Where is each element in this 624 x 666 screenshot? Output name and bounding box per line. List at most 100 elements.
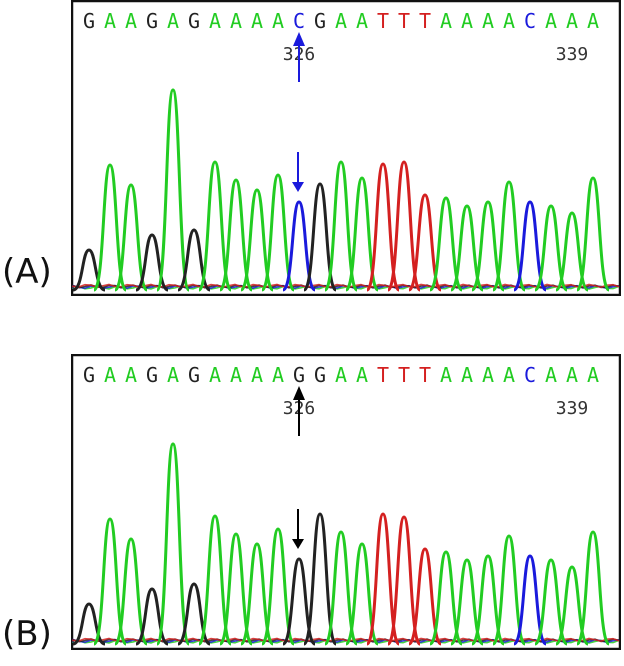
peak-7 (218, 178, 254, 292)
base-call-24: A (587, 9, 599, 33)
peak-15 (386, 515, 422, 646)
peak-15 (386, 160, 422, 292)
peak-1 (92, 163, 128, 292)
base-call-21: C (524, 9, 536, 33)
base-call-17: A (440, 363, 452, 387)
peak-11 (302, 182, 338, 292)
panel-label-b: (B) (2, 614, 52, 654)
peak-18 (449, 204, 485, 292)
base-call-9: A (272, 9, 284, 33)
base-call-13: A (356, 363, 368, 387)
base-call-15: T (398, 363, 410, 387)
base-call-22: A (545, 9, 557, 33)
base-call-18: A (461, 363, 473, 387)
base-call-23: A (566, 363, 578, 387)
panel-label-a: (A) (2, 252, 52, 292)
peak-6 (197, 514, 233, 646)
peak-2 (113, 537, 149, 646)
peak-17 (428, 550, 464, 646)
base-call-23: A (566, 9, 578, 33)
base-call-1: A (104, 9, 116, 33)
base-call-18: A (461, 9, 473, 33)
base-call-3: G (146, 363, 158, 387)
base-call-10: G (293, 363, 305, 387)
base-call-4: A (167, 363, 179, 387)
base-call-21: C (524, 363, 536, 387)
base-call-0: G (83, 363, 95, 387)
base-call-6: A (209, 9, 221, 33)
base-call-0: G (83, 9, 95, 33)
base-call-12: A (335, 9, 347, 33)
peak-8 (239, 188, 275, 292)
position-label-339: 339 (556, 44, 589, 65)
chromatogram-panel-b: G A A G A G A A A A G G A A T T T A A A A C A A A 326 339 (70, 353, 622, 651)
base-call-5: G (188, 363, 200, 387)
base-call-14: T (377, 363, 389, 387)
base-call-10: C (293, 9, 305, 33)
base-call-3: G (146, 9, 158, 33)
base-call-24: A (587, 363, 599, 387)
peak-16 (407, 547, 443, 646)
peak-22 (533, 558, 569, 646)
base-call-6: A (209, 363, 221, 387)
base-call-20: A (503, 363, 515, 387)
peak-24 (575, 530, 611, 646)
peak-13 (344, 176, 380, 292)
peak-21 (512, 200, 548, 292)
peak-1 (92, 517, 128, 646)
base-call-15: T (398, 9, 410, 33)
base-call-1: A (104, 363, 116, 387)
peak-17 (428, 196, 464, 292)
up-arrow-icon (293, 386, 305, 436)
base-call-14: T (377, 9, 389, 33)
base-call-2: A (125, 9, 137, 33)
base-call-9: A (272, 363, 284, 387)
peak-4 (155, 88, 191, 292)
chromatogram-panel-a: G A A G A G A A A A C G A A T T T A A A A C A A A 326 339 (70, 0, 622, 297)
base-call-16: T (419, 363, 431, 387)
peak-14 (365, 162, 401, 292)
base-call-19: A (482, 9, 494, 33)
peak-16 (407, 193, 443, 292)
peak-19 (470, 200, 506, 292)
peak-9 (260, 173, 296, 292)
base-call-12: A (335, 363, 347, 387)
peak-8 (239, 542, 275, 646)
base-call-19: A (482, 363, 494, 387)
position-label-339: 339 (556, 398, 589, 419)
peak-24 (575, 176, 611, 292)
peak-4 (155, 442, 191, 646)
peak-7 (218, 532, 254, 646)
peak-14 (365, 512, 401, 646)
base-call-11: G (314, 363, 326, 387)
peak-9 (260, 527, 296, 646)
base-call-7: A (230, 363, 242, 387)
peak-21 (512, 554, 548, 646)
base-call-4: A (167, 9, 179, 33)
base-call-13: A (356, 9, 368, 33)
peak-20 (491, 180, 527, 292)
base-call-16: T (419, 9, 431, 33)
peak-10 (281, 200, 317, 292)
peak-22 (533, 204, 569, 292)
peak-19 (470, 554, 506, 646)
base-call-5: G (188, 9, 200, 33)
base-call-22: A (545, 363, 557, 387)
base-call-11: G (314, 9, 326, 33)
peak-12 (323, 160, 359, 292)
down-arrow-icon (292, 152, 304, 192)
base-call-7: A (230, 9, 242, 33)
base-call-8: A (251, 9, 263, 33)
down-arrow-icon (292, 509, 304, 549)
peak-6 (197, 160, 233, 292)
peak-20 (491, 534, 527, 646)
base-call-17: A (440, 9, 452, 33)
peak-12 (323, 530, 359, 646)
base-call-20: A (503, 9, 515, 33)
peak-18 (449, 558, 485, 646)
base-call-2: A (125, 363, 137, 387)
base-call-8: A (251, 363, 263, 387)
peak-11 (302, 512, 338, 646)
